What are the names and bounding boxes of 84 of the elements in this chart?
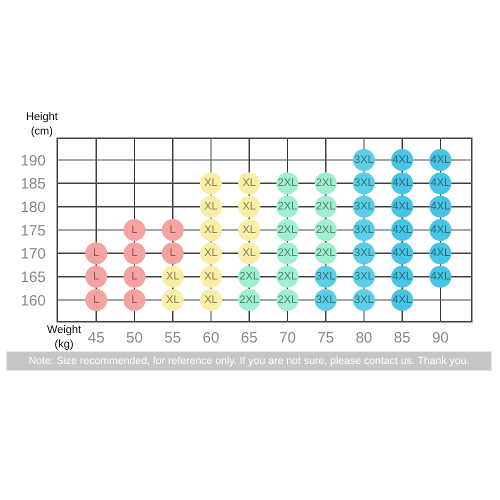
- point: [85, 266, 108, 288]
- text: L: [131, 224, 138, 236]
- x-tick-label: 60: [202, 329, 220, 346]
- y-tick-label: 180: [20, 198, 46, 216]
- text: 3XL: [354, 270, 374, 282]
- series-label: 3XL: [354, 154, 374, 166]
- text: 2XL: [316, 200, 336, 212]
- x-axis-title: Weight (kg): [47, 324, 82, 350]
- text: 2XL: [278, 247, 298, 260]
- point: [85, 242, 108, 264]
- point: [123, 219, 146, 241]
- text: 2XL: [278, 200, 298, 212]
- text: L: [93, 270, 100, 282]
- x-tick-label: 80: [356, 329, 372, 346]
- y-tick-label: 170: [20, 246, 46, 263]
- text: L: [93, 247, 100, 260]
- point: [123, 266, 146, 288]
- text: L: [131, 247, 138, 260]
- text: XL: [242, 200, 256, 212]
- text: XL: [166, 270, 180, 282]
- text: L: [93, 294, 100, 306]
- y-tick-label: 185: [20, 176, 46, 193]
- point: [162, 219, 184, 241]
- text: XL: [242, 177, 256, 190]
- text: L: [131, 270, 138, 282]
- text: 4XL: [430, 200, 450, 212]
- text: 3XL: [354, 224, 374, 236]
- text: 2XL: [316, 177, 336, 190]
- text: XL: [242, 247, 256, 260]
- point: [123, 242, 146, 264]
- text: XL: [204, 270, 218, 282]
- text: 2XL: [316, 224, 336, 236]
- text: 3XL: [354, 177, 374, 190]
- text: 2XL: [239, 270, 259, 282]
- text: Note: Size recommended, for reference only. If you are not sure, please contact us. Thank you.: [28, 355, 470, 367]
- text: 4XL: [392, 224, 412, 236]
- text: 2XL: [278, 224, 298, 236]
- series-label: XL: [166, 294, 180, 306]
- text: 2XL: [278, 270, 298, 282]
- x-tick-label: 55: [164, 329, 182, 346]
- y-axis-title: Height (cm): [26, 111, 58, 138]
- series-label: 4XL: [392, 200, 412, 212]
- point: [123, 289, 146, 311]
- text: 3XL: [316, 270, 336, 282]
- x-tick-label: 85: [394, 329, 411, 346]
- text: 4XL: [430, 247, 450, 260]
- text: 4XL: [392, 154, 412, 166]
- point: [162, 242, 184, 264]
- text: 3XL: [354, 247, 374, 260]
- text: 3XL: [354, 200, 374, 212]
- text: 2XL: [316, 247, 336, 260]
- y-tick-label: 165: [20, 268, 46, 286]
- text: L: [170, 247, 176, 260]
- text: 4XL: [392, 177, 412, 190]
- text: XL: [242, 224, 256, 236]
- text: 4XL: [392, 294, 412, 306]
- text: XL: [204, 200, 218, 212]
- text: XL: [204, 177, 218, 190]
- series-label: L: [131, 294, 138, 306]
- text: 2XL: [278, 294, 298, 306]
- series-label: 2XL: [278, 177, 298, 190]
- text: 4XL: [430, 270, 450, 282]
- y-tick-label: 190: [20, 152, 46, 170]
- y-tick-label: 175: [20, 222, 46, 240]
- text: 3XL: [316, 294, 336, 306]
- text: 4XL: [392, 270, 412, 282]
- text: XL: [204, 294, 218, 306]
- text: 4XL: [430, 224, 450, 236]
- text: L: [170, 224, 176, 236]
- x-tick-label: 45: [88, 329, 105, 346]
- x-tick-label: 75: [317, 329, 334, 346]
- text: 4XL: [430, 154, 450, 166]
- x-tick-label: 65: [240, 329, 258, 346]
- x-tick-label: 70: [279, 329, 296, 346]
- text: 4XL: [430, 177, 450, 190]
- text: XL: [204, 247, 218, 260]
- text: XL: [204, 224, 218, 236]
- x-tick-label: 50: [126, 329, 143, 346]
- text: 3XL: [354, 294, 374, 306]
- y-tick-label: 160: [20, 292, 46, 310]
- text: 2XL: [239, 294, 259, 306]
- point: [85, 289, 108, 311]
- x-tick-label: 90: [432, 329, 449, 346]
- text: 4XL: [392, 247, 412, 260]
